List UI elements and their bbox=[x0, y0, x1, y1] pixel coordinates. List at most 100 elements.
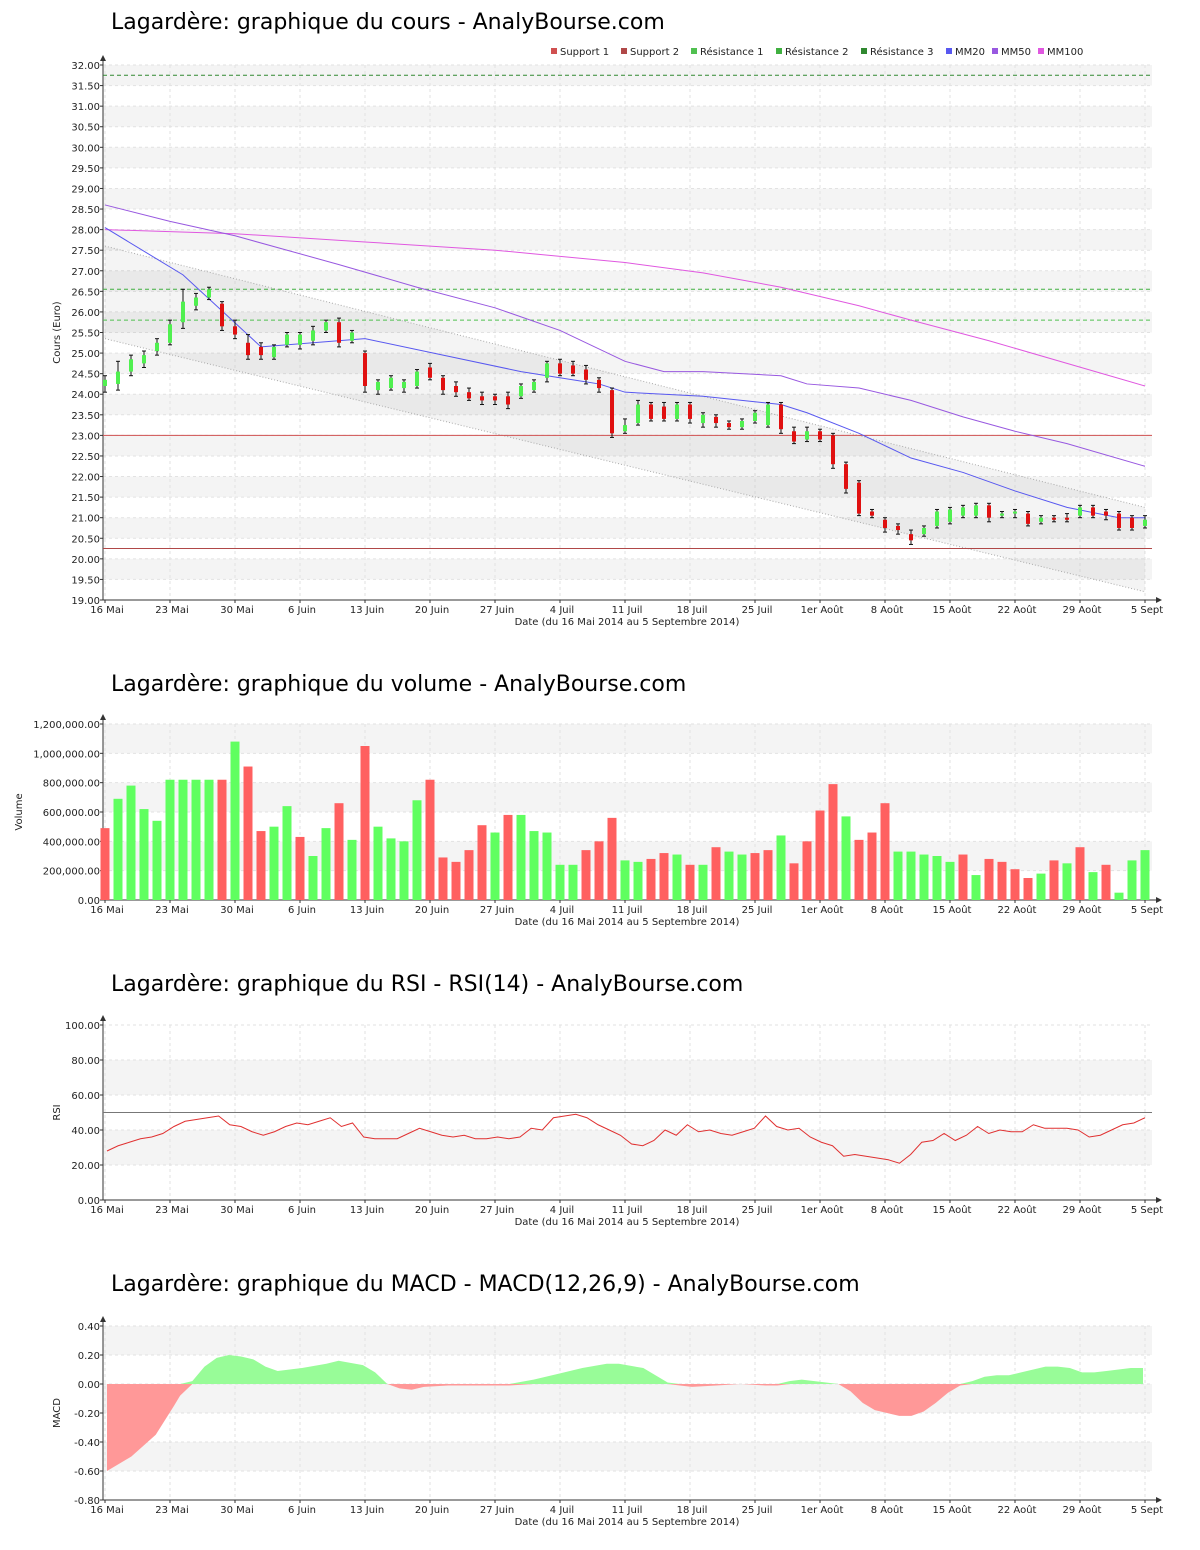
volume-bar-up bbox=[1088, 872, 1098, 900]
candle-up bbox=[961, 507, 965, 516]
candle-down bbox=[428, 367, 432, 378]
rsi-x-tick-label: 15 Août bbox=[933, 1204, 972, 1216]
candle-down bbox=[1091, 507, 1095, 516]
price-y-tick-label: 29.00 bbox=[71, 184, 100, 195]
candle-down bbox=[831, 435, 835, 465]
price-y-axis-arrow bbox=[100, 55, 106, 61]
volume-bar-down bbox=[828, 784, 838, 900]
candle-down bbox=[467, 392, 471, 399]
candle-down bbox=[454, 386, 458, 393]
volume-bar-up bbox=[373, 826, 383, 900]
volume-y-tick-label: 1,200,000.00 bbox=[33, 720, 100, 731]
volume-bar-down bbox=[451, 861, 461, 900]
rsi-x-tick-label: 18 Juil bbox=[677, 1205, 708, 1216]
volume-bar-up bbox=[919, 854, 929, 900]
macd-chart-title: Lagardère: graphique du MACD - MACD(12,2… bbox=[111, 1272, 860, 1297]
price-y-tick-label: 28.50 bbox=[71, 205, 100, 216]
candle-up bbox=[324, 322, 328, 331]
rsi-y-tick-label: 100.00 bbox=[65, 1021, 100, 1032]
volume-y-tick-label: 400,000.00 bbox=[43, 837, 100, 848]
volume-bar-up bbox=[308, 856, 318, 900]
legend-swatch bbox=[551, 48, 557, 54]
rsi-x-tick-label: 8 Août bbox=[871, 1204, 904, 1216]
macd-y-tick-label: -0.80 bbox=[74, 1496, 100, 1507]
volume-x-axis-arrow bbox=[1156, 897, 1162, 903]
candle-down bbox=[571, 365, 575, 374]
candle-down bbox=[909, 534, 913, 541]
volume-bar-down bbox=[997, 861, 1007, 900]
macd-negative-area bbox=[107, 1384, 1143, 1471]
mm100-line bbox=[104, 229, 1146, 387]
volume-y-tick-label: 0.00 bbox=[78, 896, 100, 907]
candle-up bbox=[194, 297, 198, 306]
price-y-tick-label: 30.50 bbox=[71, 123, 100, 134]
volume-band bbox=[103, 841, 1152, 871]
volume-bar-up bbox=[204, 779, 214, 900]
candle-down bbox=[558, 363, 562, 374]
volume-bar-down bbox=[464, 850, 474, 900]
macd-x-tick-label: 22 Août bbox=[998, 1504, 1037, 1516]
price-y-tick-label: 19.00 bbox=[71, 596, 100, 607]
candle-down bbox=[870, 511, 874, 516]
rsi-x-tick-label: 30 Mai bbox=[220, 1205, 253, 1216]
volume-bar-up bbox=[555, 864, 565, 900]
macd-x-tick-label: 16 Mai bbox=[90, 1505, 123, 1516]
price-y-tick-label: 25.50 bbox=[71, 329, 100, 340]
volume-bar-up bbox=[893, 851, 903, 900]
price-x-tick-label: 8 Août bbox=[871, 604, 904, 616]
price-y-tick-label: 28.00 bbox=[71, 226, 100, 237]
rsi-x-axis-arrow bbox=[1156, 1197, 1162, 1203]
volume-x-tick-label: 4 Juil bbox=[550, 905, 574, 916]
volume-bar-up bbox=[568, 864, 578, 900]
price-y-tick-label: 20.00 bbox=[71, 555, 100, 566]
candle-down bbox=[896, 525, 900, 531]
candle-up bbox=[948, 509, 952, 522]
candle-down bbox=[714, 416, 718, 424]
price-chart: 19.00 19.50 20.00 20.50 21.00 21.50 22.00 22.50… bbox=[52, 46, 1163, 628]
candle-up bbox=[376, 381, 380, 391]
rsi-band bbox=[103, 1130, 1152, 1165]
volume-x-tick-label: 13 Juin bbox=[350, 905, 384, 916]
price-panel: Lagardère: graphique du cours - AnalyBou… bbox=[0, 0, 1200, 640]
candle-up bbox=[1078, 507, 1082, 516]
macd-y-tick-label: 0.20 bbox=[78, 1351, 100, 1362]
volume-x-tick-label: 16 Mai bbox=[90, 905, 123, 916]
volume-bar-down bbox=[607, 817, 617, 900]
candle-up bbox=[1013, 511, 1017, 514]
macd-x-tick-label: 11 Juil bbox=[612, 1505, 643, 1516]
volume-bar-down bbox=[581, 850, 591, 900]
candle-up bbox=[545, 363, 549, 378]
candle-down bbox=[597, 379, 601, 389]
macd-y-tick-label: 0.00 bbox=[78, 1380, 100, 1391]
legend-label: Support 2 bbox=[630, 47, 679, 58]
price-x-tick-label: 6 Juin bbox=[288, 605, 316, 616]
volume-bar-up bbox=[490, 832, 500, 900]
candle-down bbox=[1026, 513, 1030, 524]
volume-x-tick-label: 29 Août bbox=[1063, 904, 1102, 916]
candle-down bbox=[233, 326, 237, 335]
volume-bar-down bbox=[295, 836, 305, 900]
volume-bar-up bbox=[620, 860, 630, 900]
price-x-tick-label: 4 Juil bbox=[550, 605, 574, 616]
candle-down bbox=[1130, 517, 1134, 528]
candle-down bbox=[662, 406, 666, 419]
macd-x-tick-label: 20 Juin bbox=[415, 1505, 449, 1516]
volume-bar-up bbox=[516, 814, 526, 900]
volume-bar-down bbox=[1049, 860, 1059, 900]
price-band bbox=[103, 229, 1152, 251]
candle-down bbox=[857, 482, 861, 514]
volume-bar-up bbox=[945, 861, 955, 900]
candle-up bbox=[753, 412, 757, 421]
candle-up bbox=[103, 379, 107, 386]
candle-up bbox=[181, 301, 185, 323]
candle-down bbox=[649, 404, 653, 419]
legend-label: Résistance 1 bbox=[700, 46, 763, 58]
candle-up bbox=[519, 386, 523, 397]
rsi-x-tick-label: 27 Juin bbox=[480, 1205, 514, 1216]
candle-down bbox=[1052, 517, 1056, 520]
volume-bar-up bbox=[269, 826, 279, 900]
volume-bar-down bbox=[1010, 869, 1020, 900]
price-y-axis-label: Cours (Euro) bbox=[52, 301, 63, 364]
volume-bar-up bbox=[542, 832, 552, 900]
candle-down bbox=[844, 464, 848, 489]
